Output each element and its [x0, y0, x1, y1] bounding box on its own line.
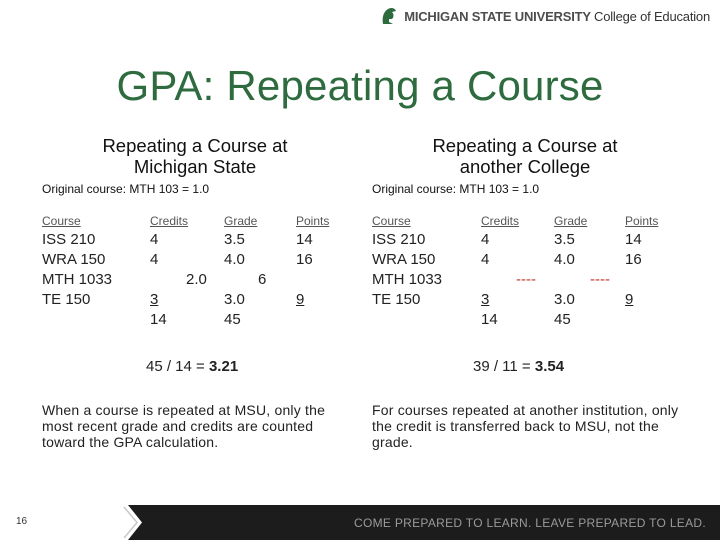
- right-row-credits: 3: [481, 291, 490, 308]
- logo-college: College of Education: [594, 8, 710, 24]
- left-header-course: Course: [42, 214, 81, 228]
- right-row-grade: 3.0: [554, 291, 575, 308]
- right-row-grade: 4.0: [554, 251, 575, 268]
- right-calc-expression: 39 / 11 =: [473, 358, 535, 375]
- page-number: 16: [16, 516, 28, 527]
- right-header-course: Course: [372, 214, 411, 228]
- right-row-course: WRA 150: [372, 251, 436, 268]
- left-row-grade: 6: [258, 271, 267, 288]
- left-total-credits: 14: [150, 311, 167, 328]
- right-row-course: MTH 1033: [372, 271, 443, 288]
- right-row-points: 9: [625, 291, 634, 308]
- left-row-course: TE 150: [42, 291, 91, 308]
- right-heading: Repeating a Course at another College: [370, 135, 680, 177]
- left-gpa-calculation: 45 / 14 = 3.21: [146, 358, 238, 375]
- right-gpa-result: 3.54: [534, 358, 565, 375]
- left-total-points: 45: [224, 311, 241, 328]
- left-row-credits: 3: [150, 291, 159, 308]
- logo-text: MICHIGAN STATE UNIVERSITY College of Edu…: [404, 9, 710, 24]
- left-row-points: 16: [296, 251, 313, 268]
- right-header-grade: Grade: [554, 214, 588, 228]
- right-total-points: 45: [554, 311, 571, 328]
- left-header-credits: Credits: [150, 214, 189, 228]
- left-row-grade: 4.0: [224, 251, 245, 268]
- left-header-grade: Grade: [224, 214, 258, 228]
- left-calc-expression: 45 / 14 =: [146, 358, 209, 375]
- left-row-points: 9: [296, 291, 305, 308]
- left-original-course: Original course: MTH 103 = 1.0: [42, 182, 210, 196]
- slide-title: GPA: Repeating a Course: [116, 62, 604, 109]
- footer-chevron-icon: [118, 505, 142, 540]
- right-row-course: ISS 210: [372, 231, 426, 248]
- msu-logo: MICHIGAN STATE UNIVERSITY College of Edu…: [380, 6, 710, 26]
- right-row-points: ----: [590, 271, 610, 288]
- right-row-course: TE 150: [372, 291, 421, 308]
- left-row-credits: 2.0: [186, 271, 207, 288]
- right-note: For courses repeated at another institut…: [372, 402, 679, 450]
- right-row-points: 14: [625, 231, 642, 248]
- right-row-credits: 4: [481, 231, 490, 248]
- left-row-points: 14: [296, 231, 313, 248]
- right-heading-line1: Repeating a Course at: [432, 135, 618, 156]
- footer-bar: 16 COME PREPARED TO LEARN. LEAVE PREPARE…: [0, 505, 720, 540]
- left-row-course: MTH 1033: [42, 271, 113, 288]
- left-row-course: ISS 210: [42, 231, 96, 248]
- footer-page-tab: [0, 505, 128, 540]
- logo-university: MICHIGAN STATE UNIVERSITY: [404, 8, 591, 24]
- right-heading-line2: another College: [459, 156, 591, 177]
- right-row-grade: 3.5: [554, 231, 575, 248]
- right-row-points: 16: [625, 251, 642, 268]
- left-row-grade: 3.0: [224, 291, 245, 308]
- left-row-grade: 3.5: [224, 231, 245, 248]
- left-heading-line2: Michigan State: [133, 156, 257, 177]
- left-row-credits: 4: [150, 231, 159, 248]
- left-row-course: WRA 150: [42, 251, 106, 268]
- left-row-credits: 4: [150, 251, 159, 268]
- right-header-points: Points: [625, 214, 659, 228]
- right-header-credits: Credits: [481, 214, 520, 228]
- right-total-credits: 14: [481, 311, 498, 328]
- spartan-helmet-icon: [382, 7, 397, 24]
- right-row-credits: ----: [516, 271, 536, 288]
- left-note: When a course is repeated at MSU, only t…: [42, 402, 326, 450]
- footer-tagline: COME PREPARED TO LEARN. LEAVE PREPARED T…: [354, 516, 706, 530]
- right-gpa-calculation: 39 / 11 = 3.54: [473, 358, 564, 375]
- left-header-points: Points: [296, 214, 330, 228]
- right-original-course: Original course: MTH 103 = 1.0: [372, 182, 540, 196]
- left-heading-line1: Repeating a Course at: [102, 135, 288, 156]
- left-heading: Repeating a Course at Michigan State: [40, 135, 350, 177]
- left-gpa-result: 3.21: [208, 358, 239, 375]
- right-row-credits: 4: [481, 251, 490, 268]
